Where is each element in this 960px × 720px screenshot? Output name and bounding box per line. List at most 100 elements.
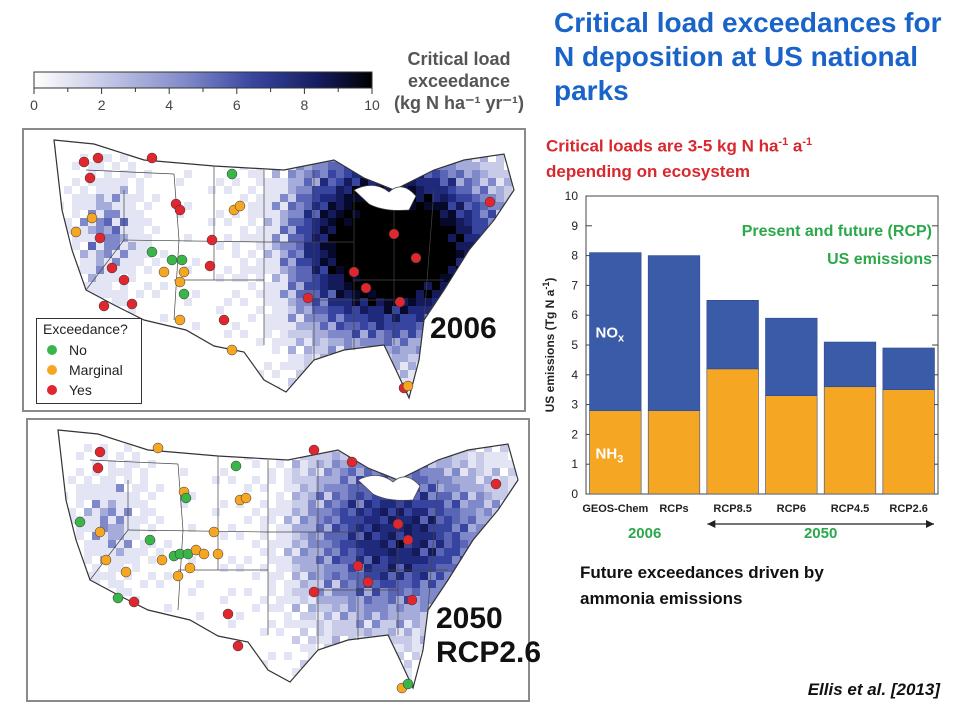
- exceedance-cell: [144, 266, 152, 274]
- park-marker-no: [226, 168, 238, 180]
- exceedance-cell: [296, 354, 304, 362]
- exceedance-cell: [300, 620, 308, 628]
- exceedance-cell: [144, 202, 152, 210]
- exceedance-cell: [340, 596, 348, 604]
- exceedance-cell: [488, 242, 496, 250]
- exceedance-cell: [264, 234, 272, 242]
- exceedance-cell: [384, 330, 392, 338]
- exceedance-cell: [112, 178, 120, 186]
- exceedance-cell: [512, 282, 514, 290]
- exceedance-cell: [324, 532, 332, 540]
- exceedance-cell: [272, 250, 280, 258]
- exceedance-cell: [448, 178, 456, 186]
- exceedance-cell: [320, 146, 328, 154]
- exceedance-cell: [272, 226, 280, 234]
- exceedance-cell: [108, 540, 116, 548]
- exceedance-cell: [232, 178, 240, 186]
- exceedance-cell: [268, 604, 276, 612]
- exceedance-cell: [340, 476, 348, 484]
- exceedance-cell: [376, 146, 384, 154]
- exceedance-cell: [440, 170, 448, 178]
- exceedance-cell: [496, 202, 504, 210]
- exceedance-cell: [436, 420, 444, 428]
- park-marker-marginal: [402, 380, 414, 392]
- exceedance-cell: [500, 556, 508, 564]
- exceedance-cell: [140, 484, 148, 492]
- exceedance-cell: [356, 620, 364, 628]
- exceedance-cell: [132, 628, 140, 636]
- exceedance-cell: [400, 162, 408, 170]
- exceedance-cell: [464, 370, 472, 378]
- exceedance-cell: [436, 460, 444, 468]
- exceedance-cell: [364, 620, 372, 628]
- exceedance-cell: [520, 186, 524, 194]
- exceedance-cell: [248, 210, 256, 218]
- exceedance-cell: [104, 170, 112, 178]
- exceedance-cell: [292, 444, 300, 452]
- exceedance-cell: [388, 628, 396, 636]
- exceedance-cell: [308, 516, 316, 524]
- exceedance-cell: [192, 354, 200, 362]
- park-marker-no: [180, 492, 192, 504]
- exceedance-cell: [348, 604, 356, 612]
- exceedance-cell: [416, 234, 424, 242]
- exceedance-cell: [416, 146, 424, 154]
- exceedance-cell: [424, 306, 432, 314]
- exceedance-cell: [388, 532, 396, 540]
- exceedance-cell: [300, 628, 308, 636]
- exceedance-cell: [400, 402, 408, 410]
- exceedance-cell: [304, 170, 312, 178]
- exceedance-cell: [512, 130, 520, 138]
- exceedance-cell: [340, 484, 348, 492]
- exceedance-cell: [336, 250, 344, 258]
- exceedance-cell: [332, 588, 340, 596]
- exceedance-cell: [504, 140, 512, 146]
- exceedance-cell: [332, 524, 340, 532]
- exceedance-cell: [420, 564, 428, 572]
- exceedance-cell: [472, 210, 480, 218]
- exceedance-cell: [448, 354, 456, 362]
- exceedance-cell: [320, 290, 328, 298]
- exceedance-cell: [332, 548, 340, 556]
- exceedance-cell: [464, 354, 472, 362]
- exceedance-cell: [432, 258, 440, 266]
- exceedance-cell: [448, 130, 456, 138]
- exceedance-cell: [524, 500, 528, 508]
- exceedance-cell: [436, 532, 444, 540]
- exceedance-cell: [140, 580, 148, 588]
- exceedance-cell: [336, 234, 344, 242]
- exceedance-cell: [508, 508, 516, 516]
- exceedance-cell: [352, 362, 360, 370]
- exceedance-cell: [512, 250, 514, 258]
- exceedance-cell: [328, 242, 336, 250]
- exceedance-cell: [364, 430, 372, 436]
- exceedance-cell: [472, 250, 480, 258]
- exceedance-cell: [512, 146, 514, 154]
- exceedance-cell: [512, 242, 514, 250]
- exceedance-cell: [260, 548, 268, 556]
- state-boundary: [85, 239, 125, 291]
- exceedance-cell: [88, 194, 96, 202]
- exceedance-cell: [396, 596, 404, 604]
- exceedance-cell: [320, 306, 328, 314]
- exceedance-cell: [488, 226, 496, 234]
- exceedance-cell: [492, 492, 500, 500]
- exceedance-cell: [360, 218, 368, 226]
- exceedance-cell: [40, 154, 48, 162]
- exceedance-cell: [456, 226, 464, 234]
- exceedance-cell: [256, 242, 264, 250]
- exceedance-cell: [388, 668, 396, 676]
- exceedance-cell: [140, 684, 148, 688]
- exceedance-cell: [444, 572, 452, 580]
- exceedance-cell: [504, 186, 512, 194]
- exceedance-cell: [312, 226, 320, 234]
- exceedance-cell: [488, 290, 496, 298]
- exceedance-cell: [524, 468, 528, 476]
- exceedance-cell: [116, 516, 124, 524]
- exceedance-cell: [412, 612, 420, 620]
- exceedance-cell: [332, 460, 340, 468]
- exceedance-cell: [352, 162, 360, 170]
- exceedance-cell: [312, 154, 320, 162]
- exceedance-cell: [120, 242, 128, 250]
- exceedance-cell: [428, 620, 436, 628]
